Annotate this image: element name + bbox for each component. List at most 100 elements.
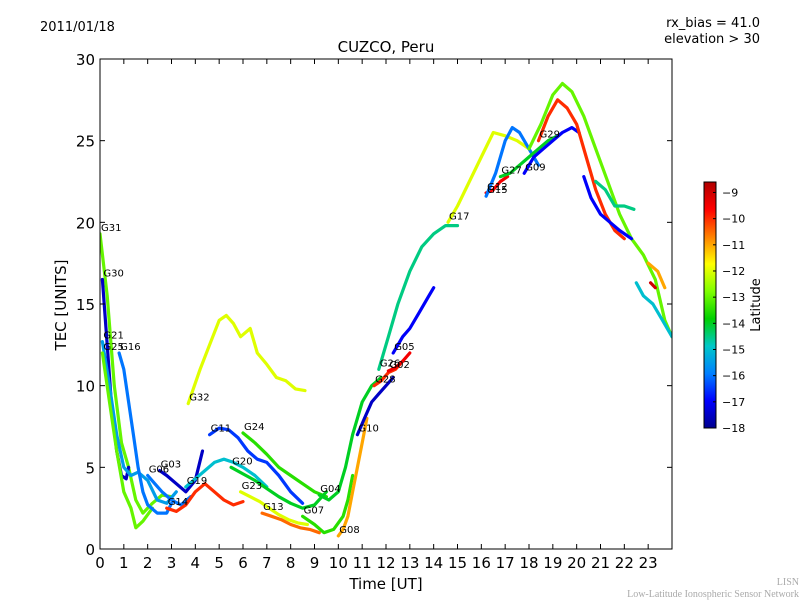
colorbar-gradient: [703, 181, 717, 429]
x-tick-label: 15: [448, 554, 467, 572]
series-line-g08: [336, 416, 369, 538]
date-label: 2011/01/18: [40, 20, 115, 35]
y-tick-label: 10: [76, 378, 95, 396]
series-line-g26: [377, 224, 460, 371]
series-line-g02: [386, 351, 412, 373]
series-label-g10: G10: [358, 424, 378, 435]
x-tick-label: 21: [591, 554, 610, 572]
series-label-g07: G07: [304, 505, 324, 516]
colorbar-tick-label: −10: [722, 213, 745, 226]
colorbar: −9 −10 −11 −12 −13 −14 −15 −16 −17 −18: [703, 181, 745, 435]
plot-frame: [99, 58, 673, 550]
series-line-g32: [186, 313, 307, 406]
series-line-g06: [146, 473, 193, 507]
y-tick-label: 0: [85, 541, 95, 559]
series-line-g24: [241, 431, 328, 499]
colorbar-tick-label: −15: [722, 343, 745, 356]
x-tick-label: 0: [95, 554, 105, 572]
rx-bias-label: rx_bias = 41.0: [666, 16, 760, 31]
series-label-g26: G26: [380, 358, 400, 369]
x-tick-label: 20: [567, 554, 586, 572]
series-line-g27: [498, 134, 560, 179]
series-label-g04: G04: [320, 484, 340, 495]
x-tick-label: 22: [615, 554, 634, 572]
series-label-g14: G14: [168, 497, 188, 508]
series-line-unlabeled-29: [527, 81, 672, 339]
y-tick-label: 15: [76, 296, 95, 314]
series-line-unlabeled-32: [634, 281, 672, 339]
y-axis-label: TEC [UNITS]: [52, 260, 70, 352]
series-line-g04: [317, 375, 383, 502]
x-axis-ticks: 0 1 2 3 4 5 6 7 8 9 10 11 12 13 14 15 16 17 18 19 20 21 22 23: [95, 59, 658, 572]
series-label-g30: G30: [103, 269, 123, 280]
series-line-unlabeled-34: [649, 281, 657, 290]
series-line-g17: [446, 130, 531, 224]
series-label-g24: G24: [244, 422, 264, 433]
x-tick-label: 12: [376, 554, 395, 572]
series-label-g28: G28: [375, 375, 395, 386]
series-line-g05: [391, 286, 436, 355]
series-label-g06: G06: [149, 465, 169, 476]
plot-marks: [100, 81, 672, 538]
series-label-g27: G27: [501, 166, 521, 177]
colorbar-tick-label: −12: [722, 265, 745, 278]
colorbar-tick-label: −16: [722, 370, 745, 383]
chart-title: CUZCO, Peru: [338, 38, 435, 56]
y-axis-ticks: 0 5 10 15 20 25 30: [76, 51, 672, 559]
y-tick-label: 30: [76, 51, 95, 69]
series-label-g03: G03: [161, 460, 181, 471]
series-line-g19: [184, 457, 269, 489]
x-axis-label: Time [UT]: [348, 575, 422, 593]
series-line-unlabeled-33: [646, 261, 667, 290]
x-tick-label: 2: [143, 554, 153, 572]
series-label-g11: G11: [211, 424, 231, 435]
series-label-g32: G32: [189, 393, 209, 404]
x-tick-label: 6: [238, 554, 248, 572]
x-tick-label: 3: [167, 554, 177, 572]
series-label-g05: G05: [394, 342, 414, 353]
x-tick-label: 13: [400, 554, 419, 572]
series-line-g25: [100, 351, 154, 530]
x-tick-label: 1: [119, 554, 129, 572]
x-tick-label: 8: [286, 554, 296, 572]
series-line-g29: [536, 98, 626, 241]
footer-lisn: LISN: [777, 577, 799, 588]
y-tick-label: 25: [76, 133, 95, 151]
x-tick-label: 16: [472, 554, 491, 572]
series-label-g08: G08: [339, 525, 359, 536]
y-tick-label: 5: [85, 459, 95, 477]
x-tick-label: 18: [519, 554, 538, 572]
series-label-g16: G16: [120, 342, 140, 353]
colorbar-tick-label: −13: [722, 291, 745, 304]
colorbar-tick-label: −14: [722, 317, 745, 330]
series-line-g23: [239, 490, 309, 527]
x-tick-label: 23: [639, 554, 658, 572]
series-label-g09: G09: [525, 162, 545, 173]
colorbar-tick-label: −17: [722, 396, 745, 409]
y-tick-label: 20: [76, 214, 95, 232]
x-tick-label: 4: [191, 554, 201, 572]
x-tick-label: 17: [496, 554, 515, 572]
series-line-unlabeled-31: [594, 179, 636, 211]
elevation-label: elevation > 30: [664, 32, 760, 47]
series-line-g16: [117, 351, 174, 515]
series-label-g20: G20: [232, 456, 252, 467]
footer-network: Low-Latitude Ionospheric Sensor Network: [627, 589, 799, 600]
series-label-g31: G31: [101, 223, 121, 234]
series-label-g23: G23: [242, 481, 262, 492]
x-tick-label: 11: [353, 554, 372, 572]
series-line-g07: [301, 473, 355, 535]
series-line-g14: [165, 482, 245, 513]
series-label-g02: G02: [389, 360, 409, 371]
series-label-g15: G15: [487, 185, 507, 196]
series-line-g21: [100, 340, 178, 505]
series-line-g10: [355, 375, 395, 437]
series-label-g13: G13: [263, 502, 283, 513]
series-line-g11: [208, 426, 305, 505]
x-tick-label: 9: [310, 554, 320, 572]
x-tick-label: 10: [329, 554, 348, 572]
colorbar-tick-label: −11: [722, 239, 745, 252]
series-label-g19: G19: [187, 476, 207, 487]
